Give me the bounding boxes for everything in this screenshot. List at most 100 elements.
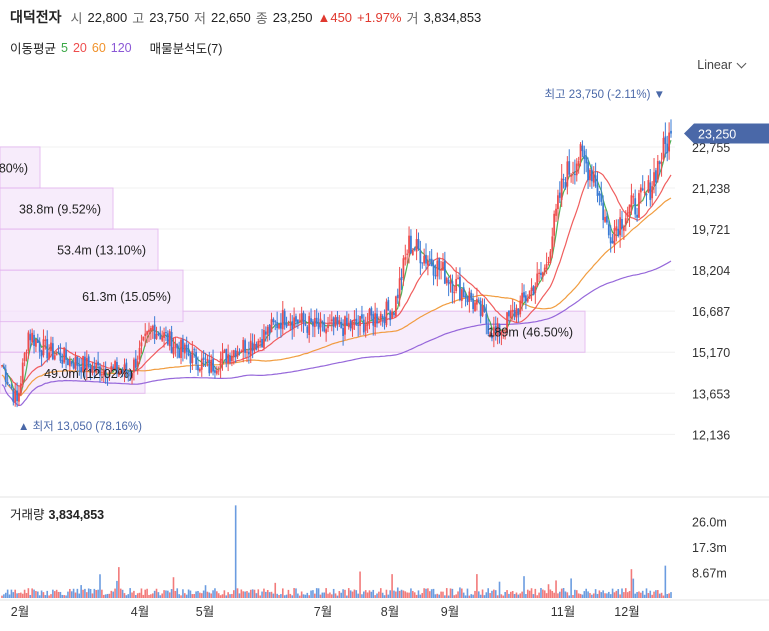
volume-bar — [461, 588, 463, 598]
candle-body — [176, 344, 179, 349]
volume-bar — [330, 594, 333, 598]
volume-bar — [289, 593, 292, 598]
candle-body — [44, 339, 47, 341]
candle-body — [396, 294, 399, 298]
candle-body — [144, 333, 147, 336]
volume-bar — [280, 594, 282, 598]
price-tick-label: 18,204 — [692, 264, 730, 278]
candle-body — [655, 170, 657, 183]
volume-bar — [476, 574, 478, 598]
candle-body — [168, 331, 171, 347]
volume-profile-bar — [0, 187, 114, 230]
volume-bar — [575, 590, 578, 598]
candle-body — [298, 320, 301, 322]
volume-bar — [197, 590, 199, 598]
candle-body — [36, 339, 39, 343]
ma120-line — [1, 260, 672, 407]
candle-body — [451, 281, 454, 293]
candle-body — [570, 174, 573, 177]
volume-bar — [551, 590, 554, 598]
price-axis: 22,755 21,238 19,721 18,204 16,687 15,170 13,6… — [684, 123, 769, 442]
volume-bar — [472, 594, 474, 598]
volume-bar — [52, 589, 54, 598]
volume-bar — [21, 593, 24, 598]
candle-body — [462, 287, 465, 298]
candle-body — [349, 320, 352, 329]
volume-bar — [291, 595, 294, 598]
volume-bar — [466, 588, 469, 598]
candle-body — [142, 336, 145, 341]
candle-body — [104, 368, 107, 378]
candle-body — [259, 340, 262, 343]
volume-bar — [300, 591, 303, 598]
volume-bar — [99, 574, 101, 598]
volume-bar — [562, 588, 565, 598]
volume-bar — [396, 587, 399, 598]
volume-bar — [525, 594, 527, 598]
volume-bar — [151, 593, 154, 598]
volume-bar — [542, 589, 544, 598]
volume-bar — [274, 582, 277, 598]
candlesticks — [1, 119, 672, 408]
volume-bar — [127, 594, 130, 598]
volume-bar — [615, 590, 618, 598]
candle-body — [161, 337, 164, 341]
volume-bar — [549, 589, 552, 598]
volume-bar — [265, 591, 267, 598]
month-label: 11월 — [551, 605, 575, 619]
candle-body — [280, 322, 282, 329]
candle-body — [51, 343, 54, 360]
candle-body — [123, 364, 126, 374]
ma20-label[interactable]: 20 — [72, 40, 87, 55]
candle-body — [428, 258, 431, 260]
volume-bar — [434, 594, 437, 598]
volume-bar — [385, 589, 388, 598]
volume-bar — [321, 592, 324, 598]
volume-bar — [37, 591, 39, 598]
volume-bar — [417, 590, 420, 598]
volume-bar — [451, 588, 454, 598]
candle-body — [78, 364, 81, 367]
volume-bar — [200, 593, 203, 598]
candle-body — [223, 350, 226, 353]
candle-body — [545, 263, 548, 269]
candle-body — [133, 359, 135, 373]
volume-bar — [70, 591, 73, 598]
ma60-label[interactable]: 60 — [91, 40, 106, 55]
candle-body — [163, 332, 165, 338]
candle-body — [643, 191, 646, 193]
volume-bar — [487, 588, 490, 598]
volume-bar — [257, 589, 260, 598]
candle-body — [485, 313, 488, 324]
candle-body — [475, 299, 478, 305]
scale-selector[interactable]: Linear — [697, 58, 747, 72]
volume-bar — [189, 590, 192, 598]
volume-bar — [161, 593, 163, 598]
volume-bar — [204, 585, 207, 598]
ma-legend-label[interactable]: 이동평균 — [10, 42, 57, 56]
candle-body — [426, 261, 429, 266]
volume-bar — [57, 591, 60, 598]
volume-bar — [293, 588, 295, 598]
candle-body — [48, 352, 51, 359]
candle-body — [312, 321, 314, 327]
volume-bar — [108, 593, 111, 598]
volume-profile-toggle[interactable]: 매물분석도(7) — [149, 42, 223, 56]
candle-body — [430, 258, 433, 267]
volume-bar — [355, 590, 358, 598]
volume-bar — [46, 590, 49, 598]
candle-body — [615, 226, 618, 231]
volume-bar — [144, 589, 147, 598]
candle-body — [332, 317, 335, 328]
candle-body — [131, 373, 133, 379]
ma5-label[interactable]: 5 — [61, 40, 68, 55]
candle-body — [455, 278, 458, 291]
candle-body — [23, 353, 26, 362]
volume-bar — [491, 590, 493, 598]
volume-bar — [624, 588, 627, 598]
ma120-label[interactable]: 120 — [110, 40, 132, 55]
volume-bar — [297, 593, 299, 598]
candle-body — [308, 316, 311, 336]
volume-bar — [18, 593, 20, 598]
